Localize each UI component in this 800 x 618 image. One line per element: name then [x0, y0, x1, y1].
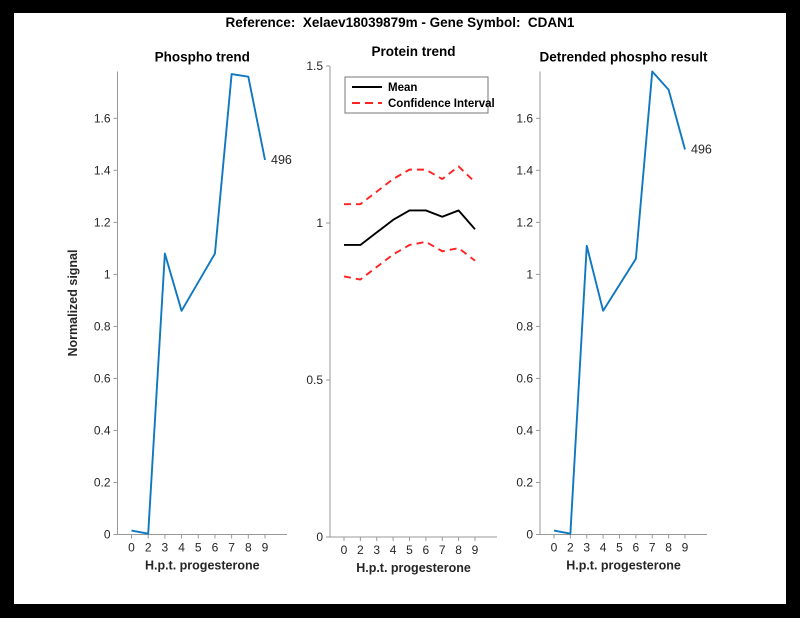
x-tick-label: 9 — [262, 541, 269, 555]
point-annotation: 496 — [691, 143, 712, 157]
x-tick-label: 5 — [616, 541, 623, 555]
y-tick-label: 1.2 — [94, 215, 111, 229]
y-tick-label: 0 — [316, 530, 323, 544]
y-axis-label: Normalized signal — [66, 250, 80, 357]
plot-title: Protein trend — [371, 44, 455, 59]
y-tick-label: 0.2 — [94, 475, 111, 489]
x-tick-label: 0 — [128, 541, 135, 555]
figure-title: Reference: Xelaev18039879m - Gene Symbol… — [225, 15, 575, 30]
y-tick-label: 1.4 — [516, 163, 533, 177]
legend-label: Mean — [388, 82, 417, 94]
x-tick-label: 7 — [439, 543, 446, 557]
y-tick-label: 1.5 — [306, 59, 323, 73]
detrended-phospho-plot: 0 2 3 4 5 6 7 8 9 0 0.2 0.4 0.6 0.8 1 1.2 1.4 1.6 Detrende… — [480, 40, 730, 585]
x-tick-label: 2 — [357, 543, 364, 557]
x-tick-label: 6 — [633, 541, 640, 555]
protein-trend-plot: 0 2 3 4 5 6 7 8 9 0 0.5 1 1.5 Protein trend H.p.t. pro… — [270, 40, 520, 585]
x-tick-label: 2 — [145, 541, 152, 555]
x-tick-label: 4 — [390, 543, 397, 557]
y-tick-label: 1 — [316, 216, 323, 230]
x-tick-label: 0 — [341, 543, 348, 557]
series-line-phospho-signal — [131, 73, 266, 535]
y-tick-label: 0.5 — [306, 373, 323, 387]
x-tick-label: 5 — [195, 541, 202, 555]
y-tick-label: 0.2 — [516, 475, 533, 489]
x-axis-label: H.p.t. progesterone — [566, 559, 681, 573]
series-line-mean — [344, 209, 476, 246]
x-tick-label: 4 — [600, 541, 607, 555]
x-tick-label: 8 — [245, 541, 252, 555]
series-line-confidence-interval-lower — [343, 240, 476, 281]
legend-label: Confidence Interval — [388, 98, 495, 110]
detrended-phospho-chart: 0 2 3 4 5 6 7 8 900.20.40.60.811.21.41.6Detrende… — [516, 50, 712, 573]
x-tick-label: 7 — [649, 541, 656, 555]
y-tick-label: 1 — [104, 267, 111, 281]
x-tick-label: 2 — [567, 541, 574, 555]
y-tick-label: 1.6 — [94, 111, 111, 125]
x-tick-label: 7 — [228, 541, 235, 555]
x-tick-label: 3 — [162, 541, 169, 555]
x-tick-label: 3 — [583, 541, 590, 555]
x-tick-label: 0 — [551, 541, 558, 555]
y-tick-label: 1.6 — [516, 111, 533, 125]
x-tick-label: 3 — [373, 543, 380, 557]
y-tick-label: 0.6 — [516, 371, 533, 385]
y-tick-label: 1 — [526, 267, 533, 281]
x-axis-label: H.p.t. progesterone — [145, 559, 260, 573]
x-axis-label: H.p.t. progesterone — [356, 561, 471, 575]
x-tick-label: 5 — [406, 543, 413, 557]
x-tick-label: 9 — [682, 541, 689, 555]
y-tick-label: 0.8 — [516, 319, 533, 333]
y-tick-label: 0.4 — [516, 423, 533, 437]
y-tick-label: 1.2 — [516, 215, 533, 229]
plot-title: Phospho trend — [155, 50, 250, 65]
x-tick-label: 8 — [455, 543, 462, 557]
x-tick-label: 6 — [423, 543, 430, 557]
y-tick-label: 0 — [526, 528, 533, 542]
x-tick-label: 9 — [472, 543, 479, 557]
plot-title: Detrended phospho result — [539, 50, 708, 65]
series-line-detrended-phospho-signal — [553, 70, 686, 535]
legend-box — [344, 76, 489, 114]
y-tick-label: 0.6 — [94, 371, 111, 385]
phospho-trend-plot: 0 2 3 4 5 6 7 8 9 0 0.2 0.4 0.6 0.8 1 1.2 1.4 1.6 Phospho … — [55, 40, 305, 585]
y-tick-label: 0.4 — [94, 423, 111, 437]
x-tick-label: 8 — [665, 541, 672, 555]
y-tick-label: 1.4 — [94, 163, 111, 177]
series-line-confidence-interval-upper — [344, 165, 476, 206]
x-tick-label: 4 — [178, 541, 185, 555]
y-tick-label: 0 — [104, 528, 111, 542]
phospho-trend-chart: 0 2 3 4 5 6 7 8 900.20.40.60.811.21.41.6Phospho … — [66, 50, 292, 573]
y-tick-label: 0.8 — [94, 319, 111, 333]
x-tick-label: 6 — [212, 541, 219, 555]
point-annotation: 496 — [271, 153, 292, 167]
